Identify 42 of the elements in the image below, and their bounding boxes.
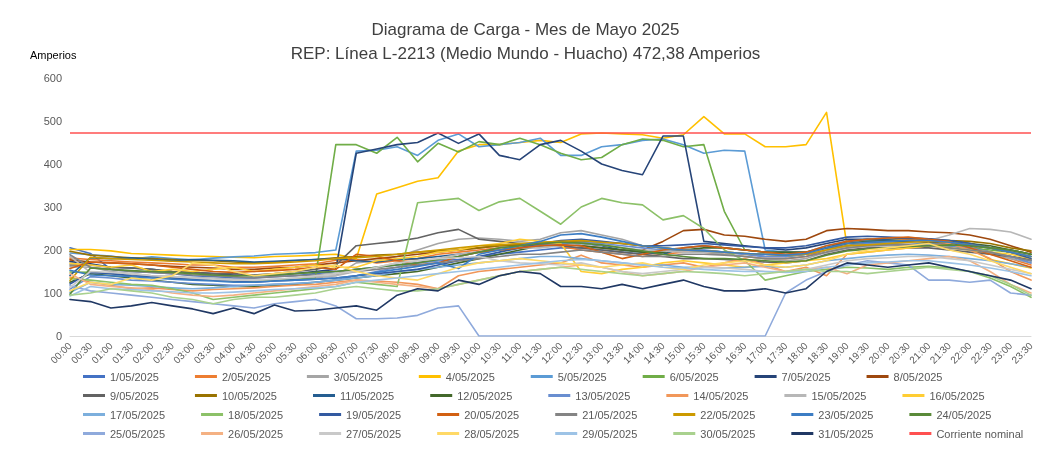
legend-label: 24/05/2025 [936, 408, 992, 421]
legend-label: 18/05/2025 [228, 408, 284, 421]
legend-label: 28/05/2025 [464, 427, 520, 440]
legend-label: 11/05/2025 [339, 389, 395, 402]
y-tick-label: 500 [43, 115, 62, 127]
legend-label: 22/05/2025 [700, 408, 756, 421]
legend-label: 20/05/2025 [464, 408, 520, 421]
legend-label: 10/05/2025 [221, 389, 277, 402]
legend-label: Corriente nominal [936, 427, 1024, 440]
y-tick-label: 100 [43, 287, 62, 299]
legend-label: 16/05/2025 [929, 389, 985, 402]
chart-subtitle: REP: Línea L-2213 (Medio Mundo - Huacho) 472,38 Amperios [290, 44, 761, 63]
legend-label: 5/05/2025 [557, 370, 607, 383]
legend-label: 1/05/2025 [110, 370, 159, 383]
legend-label: 31/05/2025 [818, 427, 874, 440]
legend-label: 6/05/2025 [669, 370, 719, 383]
y-axis-title: Amperios [30, 48, 77, 61]
legend-label: 14/05/2025 [693, 389, 749, 402]
legend-label: 9/05/2025 [110, 389, 159, 402]
y-tick-label: 0 [55, 330, 62, 342]
legend-label: 30/05/2025 [700, 427, 756, 440]
legend-label: 8/05/2025 [893, 370, 943, 383]
legend-label: 29/05/2025 [582, 427, 638, 440]
legend-label: 25/05/2025 [110, 427, 166, 440]
legend-label: 17/05/2025 [110, 408, 166, 421]
y-tick-label: 600 [43, 72, 62, 84]
legend-label: 21/05/2025 [582, 408, 638, 421]
legend-label: 26/05/2025 [228, 427, 284, 440]
legend-label: 4/05/2025 [445, 370, 495, 383]
legend-label: 3/05/2025 [333, 370, 383, 383]
legend-label: 27/05/2025 [346, 427, 402, 440]
legend-label: 15/05/2025 [811, 389, 867, 402]
legend-label: 12/05/2025 [457, 389, 513, 402]
legend-label: 13/05/2025 [575, 389, 631, 402]
legend-label: 7/05/2025 [781, 370, 831, 383]
legend-label: 23/05/2025 [818, 408, 874, 421]
y-tick-label: 300 [43, 201, 62, 213]
y-tick-label: 400 [43, 158, 62, 170]
legend-label: 19/05/2025 [346, 408, 402, 421]
legend-label: 2/05/2025 [221, 370, 271, 383]
chart-title: Diagrama de Carga - Mes de Mayo 2025 [371, 20, 680, 39]
y-tick-label: 200 [43, 244, 62, 256]
